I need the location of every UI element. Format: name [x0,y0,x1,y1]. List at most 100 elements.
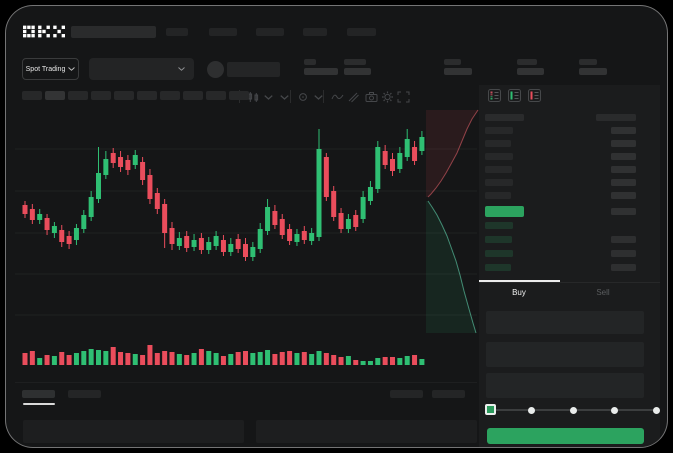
orderbook-bid-price-placeholder[interactable] [485,264,511,271]
candle-body [331,191,337,217]
timeframe-button-placeholder[interactable] [229,91,249,100]
nav-item-placeholder[interactable] [303,28,327,36]
slider-stop-dot[interactable] [652,407,660,414]
tab-sell[interactable]: Sell [596,288,610,297]
candle-body [169,228,175,244]
asks-book-icon[interactable] [528,89,541,102]
candle-style-icon[interactable] [247,91,260,103]
orderbook-ask-amount-placeholder[interactable] [611,153,636,160]
search-bar-placeholder[interactable] [71,26,156,38]
orders-panel-placeholder [23,420,244,443]
timeframe-button-placeholder[interactable] [137,91,157,100]
indicators-icon[interactable] [297,91,310,103]
candle-body [22,205,28,214]
nav-item-placeholder[interactable] [256,28,284,36]
orders-tab-placeholder[interactable] [22,390,55,398]
orderbook-bid-amount-placeholder[interactable] [611,236,636,243]
orderbook-bid-price-placeholder[interactable] [485,222,513,229]
volume-bar [169,352,175,365]
line-chart-icon[interactable] [331,91,344,103]
gear-icon[interactable] [381,91,394,103]
amount-input-placeholder[interactable] [486,342,644,367]
timeframe-button-placeholder[interactable] [22,91,42,100]
depth-asks-area [426,110,478,197]
orderbook-ask-amount-placeholder[interactable] [611,179,636,186]
toolbar-divider [323,90,324,103]
orderbook-ask-price-placeholder[interactable] [485,179,513,186]
orderbook-ask-amount-placeholder[interactable] [611,127,636,134]
tab-buy[interactable]: Buy [512,288,526,297]
price-input-placeholder[interactable] [486,311,644,334]
orderbook-bid-price-placeholder[interactable] [485,250,513,257]
nav-item-placeholder[interactable] [166,28,188,36]
market-type-dropdown[interactable]: Spot Trading [22,58,79,80]
candle-body [397,153,403,169]
last-price-badge[interactable] [485,206,524,217]
nav-item-placeholder[interactable] [209,28,237,36]
ticker-stat-label-placeholder [304,59,316,65]
history-tab-placeholder[interactable] [68,390,101,398]
candle-body [29,209,35,220]
pair-selector-dropdown[interactable] [89,58,194,80]
orderbook-bid-price-placeholder[interactable] [485,236,512,243]
volume-bar [404,356,410,365]
candle-body [125,160,131,170]
volume-bar [265,350,271,365]
volume-bar [118,352,124,365]
volume-bar [250,353,256,365]
timeframe-button-placeholder[interactable] [206,91,226,100]
timeframe-button-placeholder[interactable] [183,91,203,100]
orderbook-ask-amount-placeholder[interactable] [611,140,636,147]
slider-stop-dot[interactable] [569,407,577,414]
candle-body [323,157,329,197]
timeframe-button-placeholder[interactable] [45,91,65,100]
okx-logo[interactable] [23,25,65,43]
candle-body [419,137,425,151]
amount-slider-handle[interactable] [485,404,496,415]
slider-stop-dot[interactable] [611,407,619,414]
chevron-down-icon[interactable] [312,95,325,100]
fullscreen-icon[interactable] [397,91,410,103]
drawing-tools-icon[interactable] [347,91,360,103]
slider-stop-dot[interactable] [528,407,536,414]
candle-body [140,162,146,180]
candle-body [206,242,212,250]
candle-body [375,147,381,189]
orderbook-ask-price-placeholder[interactable] [485,140,511,147]
buy-submit-button[interactable] [487,428,644,444]
volume-bar [29,351,35,365]
camera-icon[interactable] [365,91,378,103]
orderbook-bid-amount-placeholder[interactable] [611,250,636,257]
coin-icon [207,61,224,78]
timeframe-button-placeholder[interactable] [68,91,88,100]
orderbook-bid-amount-placeholder[interactable] [611,264,636,271]
orderbook-ask-amount-placeholder[interactable] [611,166,636,173]
candle-body [37,214,43,220]
nav-item-placeholder[interactable] [347,28,376,36]
total-input-placeholder[interactable] [486,373,644,398]
orderbook-ask-amount-placeholder[interactable] [611,192,636,199]
orderbook-ask-price-placeholder[interactable] [485,166,512,173]
app-window: Spot Trading [5,5,668,448]
candle-body [220,240,226,252]
volume-bar [316,351,322,365]
toolbar-divider [290,90,291,103]
candle-body [360,197,366,219]
timeframe-button-placeholder[interactable] [114,91,134,100]
depth-bids-line [427,200,477,334]
chevron-down-icon[interactable] [262,95,275,100]
bids-book-icon[interactable] [508,89,521,102]
combined-book-icon[interactable] [488,89,501,102]
orderbook-ask-price-placeholder[interactable] [485,153,513,160]
price-chart[interactable] [5,5,668,448]
orderbook-ask-price-placeholder[interactable] [485,192,511,199]
bottom-action-placeholder[interactable] [432,390,465,398]
timeframe-button-placeholder[interactable] [160,91,180,100]
volume-bar [412,355,418,365]
interval-chevron-icon[interactable] [278,95,291,100]
orderbook-ask-price-placeholder[interactable] [485,127,513,134]
candle-body [132,155,138,165]
timeframe-button-placeholder[interactable] [91,91,111,100]
bottom-action-placeholder[interactable] [390,390,423,398]
